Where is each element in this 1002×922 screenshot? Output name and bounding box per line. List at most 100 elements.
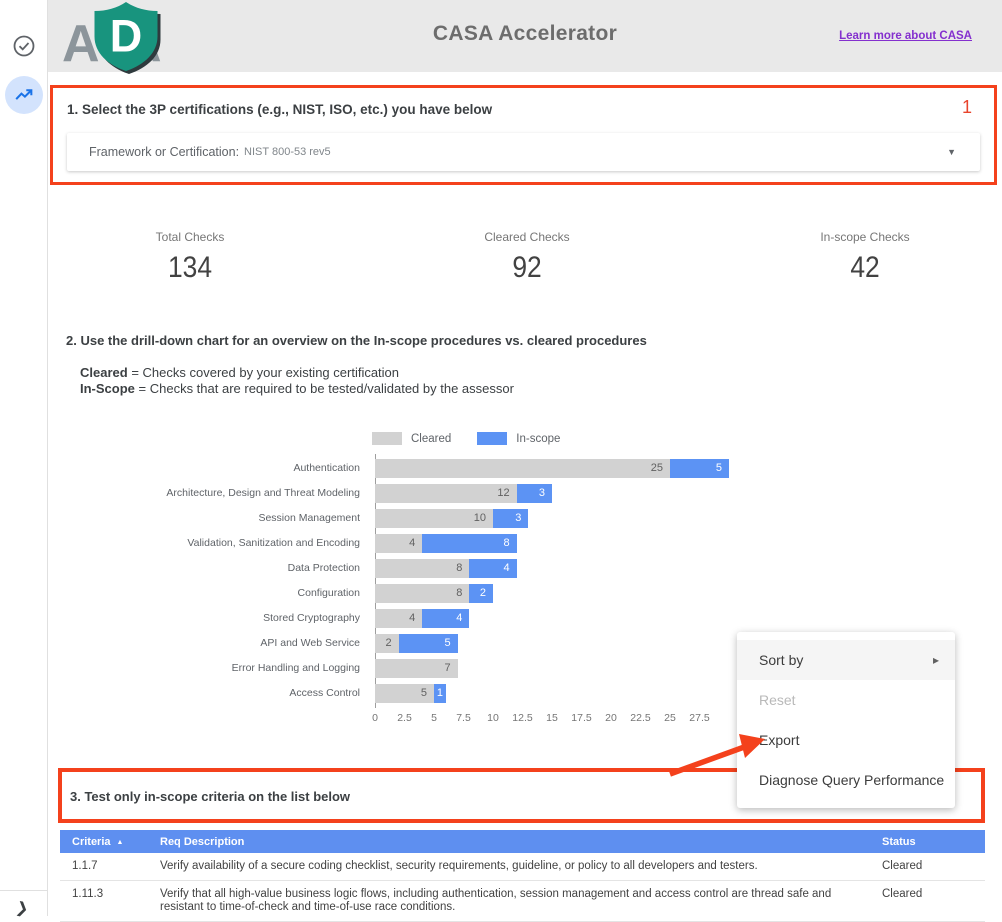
menu-item-reset[interactable]: Reset bbox=[737, 680, 955, 720]
bar-value-label: 25 bbox=[650, 462, 663, 474]
framework-filter-dropdown[interactable]: Framework or Certification: NIST 800-53 … bbox=[67, 133, 980, 171]
scorecard-label: Cleared Checks bbox=[484, 230, 570, 244]
trending-up-icon bbox=[14, 89, 32, 100]
bar-segment-in-scope[interactable]: 8 bbox=[422, 534, 517, 553]
chart-bar-group[interactable]: 25 5 bbox=[375, 459, 729, 478]
menu-item-sort-by[interactable]: Sort by ▸ bbox=[737, 640, 955, 680]
x-axis-tick-label: 25 bbox=[664, 712, 676, 724]
svg-text:D: D bbox=[110, 11, 143, 62]
legend-swatch bbox=[372, 432, 402, 445]
chart-category-label: Architecture, Design and Threat Modeling bbox=[166, 487, 360, 499]
column-header-req-description[interactable]: Req Description bbox=[160, 835, 245, 848]
trending-up-icon-button[interactable] bbox=[4, 76, 43, 114]
step-1-annotation: 1 bbox=[961, 97, 972, 117]
section3-highlight-box: 3. Test only in-scope criteria on the li… bbox=[58, 768, 985, 823]
bar-segment-in-scope[interactable]: 5 bbox=[670, 459, 729, 478]
bar-value-label: 12 bbox=[497, 487, 510, 499]
note-cleared: Cleared = Checks covered by your existin… bbox=[80, 365, 400, 380]
cell-req-description: Verify availability of a secure coding c… bbox=[160, 860, 758, 872]
chart-row: Validation, Sanitization and Encoding 4 8 bbox=[48, 532, 1002, 557]
chart-row: Stored Cryptography 4 4 bbox=[48, 607, 1002, 632]
bar-segment-in-scope[interactable]: 1 bbox=[434, 684, 446, 703]
section2-legend-notes: Cleared = Checks covered by your existin… bbox=[80, 365, 514, 397]
menu-item-export[interactable]: Export bbox=[737, 720, 955, 760]
bar-segment-in-scope[interactable]: 3 bbox=[516, 484, 552, 503]
menu-item-diagnose-query-performance[interactable]: Diagnose Query Performance bbox=[737, 760, 955, 800]
sort-ascending-icon: ▲ bbox=[116, 838, 124, 846]
bar-segment-cleared[interactable]: 2 bbox=[375, 634, 399, 653]
chart-category-label: Configuration bbox=[297, 587, 360, 599]
cell-status: Cleared bbox=[882, 860, 923, 872]
bar-segment-cleared[interactable]: 4 bbox=[375, 534, 423, 553]
bar-segment-cleared[interactable]: 12 bbox=[375, 484, 517, 503]
bar-segment-cleared[interactable]: 10 bbox=[375, 509, 493, 528]
chart-category-label: Authentication bbox=[293, 462, 360, 474]
bar-segment-cleared[interactable]: 8 bbox=[375, 559, 470, 578]
bar-segment-in-scope[interactable]: 3 bbox=[493, 509, 529, 528]
x-axis-tick-label: 7.5 bbox=[456, 712, 471, 724]
bar-value-label: 5 bbox=[444, 637, 451, 649]
legend-swatch bbox=[477, 432, 508, 445]
chart-category-label: Data Protection bbox=[287, 562, 360, 574]
sidebar-footer: ❯ bbox=[0, 890, 47, 919]
table-header-row: Criteria ▲ Req Description Status bbox=[60, 830, 985, 853]
filter-selected-value: NIST 800-53 rev5 bbox=[244, 146, 331, 158]
x-axis-tick-label: 15 bbox=[546, 712, 558, 724]
section1-title: 1. Select the 3P certifications (e.g., N… bbox=[67, 102, 493, 117]
bar-segment-in-scope[interactable]: 5 bbox=[398, 634, 458, 653]
cell-criteria: 1.11.3 bbox=[72, 888, 104, 900]
chart-legend: Cleared In-scope bbox=[372, 432, 560, 445]
bar-value-label: 1 bbox=[436, 687, 443, 699]
bar-value-label: 10 bbox=[473, 512, 486, 524]
bar-value-label: 8 bbox=[456, 587, 463, 599]
check-circle-icon[interactable] bbox=[12, 34, 36, 58]
bar-segment-cleared[interactable]: 5 bbox=[375, 684, 434, 703]
chart-row: Data Protection 8 4 bbox=[48, 557, 1002, 582]
x-axis-tick-label: 22.5 bbox=[630, 712, 651, 724]
legend-label: In-scope bbox=[516, 432, 561, 445]
bar-value-label: 4 bbox=[409, 537, 416, 549]
bar-segment-in-scope[interactable]: 4 bbox=[422, 609, 470, 628]
scorecard-label: Total Checks bbox=[155, 230, 225, 244]
x-axis-tick-label: 10 bbox=[487, 712, 499, 724]
x-axis-tick-label: 0 bbox=[372, 712, 378, 724]
bar-value-label: 4 bbox=[456, 612, 463, 624]
chart-bar-group[interactable]: 10 3 bbox=[375, 509, 529, 528]
bar-segment-cleared[interactable]: 8 bbox=[375, 584, 470, 603]
bar-segment-in-scope[interactable]: 2 bbox=[469, 584, 493, 603]
scorecard-value: 42 bbox=[850, 251, 880, 284]
cell-status: Cleared bbox=[882, 888, 923, 900]
x-axis-tick-label: 27.5 bbox=[689, 712, 710, 724]
dropdown-caret-icon: ▼ bbox=[947, 147, 956, 157]
column-header-status[interactable]: Status bbox=[882, 835, 916, 848]
legend-item-cleared: Cleared bbox=[372, 432, 451, 445]
chart-y-axis-line bbox=[375, 454, 376, 708]
chart-row: Authentication 25 5 bbox=[48, 457, 1002, 482]
bar-segment-cleared[interactable]: 7 bbox=[375, 659, 458, 678]
chart-row: Error Handling and Logging 7 bbox=[48, 657, 1002, 682]
bar-segment-cleared[interactable]: 25 bbox=[375, 459, 670, 478]
x-axis-tick-label: 17.5 bbox=[571, 712, 592, 724]
section3-title: 3. Test only in-scope criteria on the li… bbox=[70, 789, 351, 804]
page-title: CASA Accelerator bbox=[432, 22, 618, 45]
bar-segment-cleared[interactable]: 4 bbox=[375, 609, 423, 628]
x-axis-tick-label: 20 bbox=[605, 712, 617, 724]
chevron-right-icon[interactable]: ❯ bbox=[14, 898, 31, 919]
chart-bar-group[interactable]: 12 3 bbox=[375, 484, 552, 503]
report-header: A A D CASA Accelerator Learn more about … bbox=[48, 0, 1002, 74]
learn-more-link[interactable]: Learn more about CASA bbox=[839, 30, 972, 42]
bar-value-label: 3 bbox=[515, 512, 522, 524]
chart-bar-group[interactable]: 7 bbox=[375, 659, 458, 678]
bar-value-label: 4 bbox=[503, 562, 510, 574]
bar-value-label: 8 bbox=[503, 537, 510, 549]
column-header-criteria[interactable]: Criteria ▲ bbox=[72, 835, 124, 848]
bar-value-label: 7 bbox=[444, 662, 451, 674]
legend-label: Cleared bbox=[411, 432, 452, 445]
bar-segment-in-scope[interactable]: 4 bbox=[469, 559, 517, 578]
